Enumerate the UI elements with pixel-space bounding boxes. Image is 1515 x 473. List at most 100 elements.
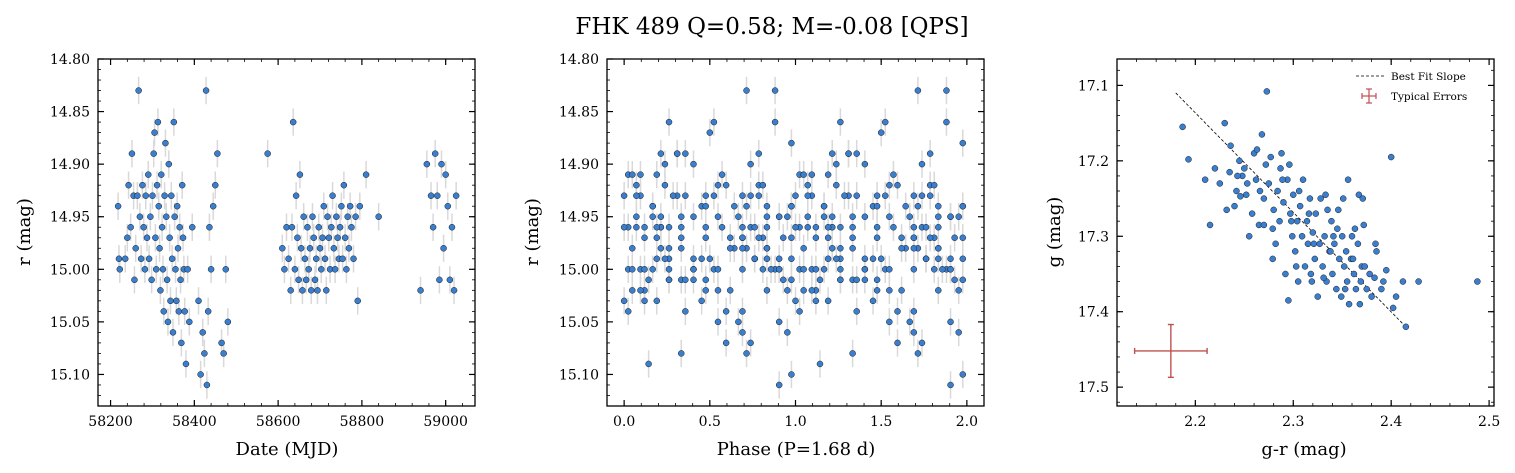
phase-point (629, 266, 636, 273)
lc-point (206, 223, 213, 231)
phase-points (620, 87, 967, 389)
lc-point (312, 255, 320, 263)
cmd-point (1311, 255, 1319, 263)
phase-point (665, 223, 673, 231)
phase-point (886, 266, 893, 273)
lc-point (201, 350, 208, 357)
phase-xtick-label: 2.0 (956, 414, 978, 430)
lc-point (423, 160, 431, 168)
lc-point (195, 297, 202, 305)
lc-point (319, 234, 326, 242)
lc-point (174, 245, 182, 252)
phase-point (637, 171, 644, 178)
lc-point (152, 234, 159, 242)
phase-point (645, 276, 652, 284)
lc-xtick-label: 59000 (423, 414, 468, 430)
lc-point (158, 171, 165, 178)
phase-point (690, 276, 697, 284)
phase-point (722, 339, 730, 347)
cmd-point (1289, 233, 1296, 240)
phase-point (890, 223, 897, 231)
lc-point (177, 276, 184, 284)
lc-point (314, 287, 321, 294)
lc-ytick-label: 14.95 (50, 210, 90, 226)
lc-point (310, 234, 317, 242)
phase-point (804, 213, 811, 220)
phase-point (682, 150, 689, 157)
phase-point (714, 181, 722, 189)
lc-point (350, 255, 357, 263)
cmd-point (1301, 263, 1309, 270)
phase-point (812, 266, 820, 273)
phase-xtick-label: 0.5 (699, 414, 721, 430)
phase-point (690, 160, 697, 168)
phase-point (873, 192, 881, 199)
cmd-point (1277, 165, 1284, 172)
phase-point (714, 287, 722, 294)
cmd-point (1233, 187, 1240, 195)
phase-point (690, 213, 697, 220)
cmd-ytick-label: 17.3 (1078, 229, 1109, 245)
lc-point (331, 266, 339, 273)
lc-point (224, 318, 232, 326)
cmd-point (1399, 278, 1407, 285)
cmd-xtick-label: 2.5 (1478, 414, 1500, 430)
phase-point (722, 181, 730, 189)
lc-point (132, 245, 139, 252)
phase-point (633, 223, 640, 231)
lc-point (165, 160, 173, 168)
lc-point (340, 181, 348, 189)
cmd-point (1221, 119, 1228, 127)
phase-ytick-label: 14.90 (559, 157, 599, 173)
panel-phase-xlabel: Phase (P=1.68 d) (717, 439, 876, 460)
cmd-point (1373, 248, 1380, 255)
phase-point (886, 181, 893, 189)
cmd-point (1357, 278, 1365, 285)
phase-point (837, 276, 844, 284)
cmd-point (1337, 293, 1345, 300)
lc-point (152, 266, 160, 273)
phase-point (629, 287, 636, 294)
cmd-point (1356, 300, 1364, 308)
cmd-point (1355, 191, 1363, 199)
cmd-point (1269, 225, 1276, 232)
phase-point (882, 118, 889, 126)
phase-point (784, 287, 791, 294)
lc-point (343, 266, 350, 273)
cmd-point (1256, 187, 1264, 195)
cmd-point (1265, 180, 1273, 187)
phase-point (959, 202, 967, 210)
phase-point (959, 139, 967, 147)
panel-light-curve-ylabel: r (mag) (14, 198, 35, 266)
phase-point (898, 245, 905, 252)
cmd-point (1336, 255, 1343, 263)
phase-point (624, 308, 632, 315)
phase-point (682, 308, 689, 315)
lc-point (170, 118, 178, 126)
cmd-point (1316, 240, 1323, 248)
lc-xtick-label: 58400 (172, 414, 217, 430)
phase-point (935, 213, 942, 220)
cmd-point (1361, 263, 1368, 270)
phase-point (828, 245, 836, 252)
phase-point (833, 160, 840, 168)
lc-point (444, 202, 452, 210)
lc-point (202, 87, 210, 94)
phase-point (955, 213, 962, 220)
phase-point (763, 223, 771, 231)
lc-point (155, 202, 162, 210)
phase-point (894, 181, 901, 189)
phase-point (935, 287, 942, 294)
lc-point (172, 266, 179, 273)
phase-point (812, 297, 820, 305)
cmd-ytick-label: 17.5 (1078, 380, 1109, 396)
lc-point (362, 171, 370, 178)
lc-point (297, 245, 305, 252)
phase-point (690, 266, 697, 273)
phase-point (918, 160, 926, 168)
phase-point (898, 234, 905, 242)
phase-point (959, 276, 967, 284)
lc-point (344, 213, 351, 220)
phase-point (853, 276, 860, 284)
lc-point (209, 202, 217, 210)
